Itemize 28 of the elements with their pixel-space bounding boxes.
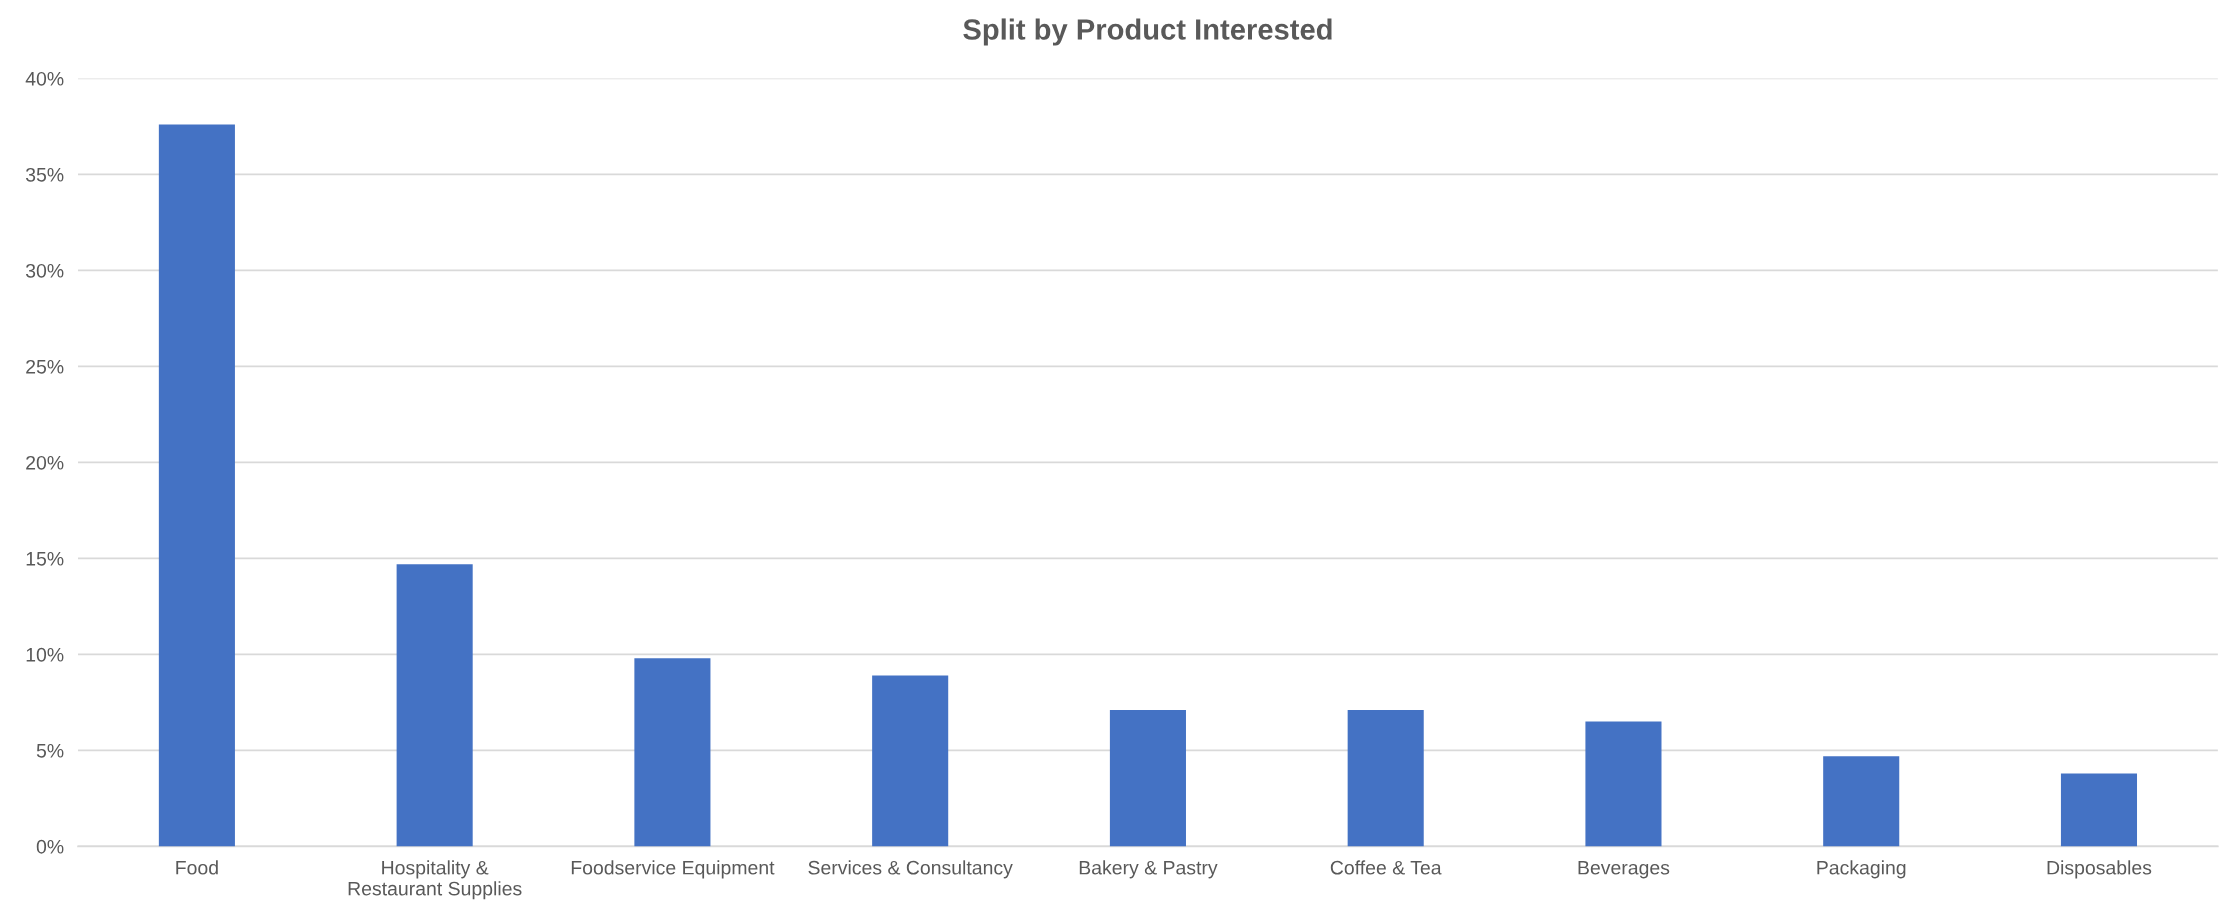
y-tick-label: 20% [26,455,64,470]
bar [1347,710,1424,847]
y-tick-label: 35% [25,167,64,182]
x-tick-label: Services & Consultancy [808,860,1013,879]
bar [2060,773,2138,847]
x-tick-label: Hospitality & Restaurant Supplies [348,860,522,900]
bar [872,675,949,847]
y-tick-label: 5% [36,743,64,758]
x-tick-label: Beverages [1578,860,1670,879]
y-tick-label: 10% [26,647,64,662]
y-tick-label: 40% [25,71,64,86]
x-tick-label: Packaging [1817,860,1906,879]
bar [634,658,711,847]
bar [396,564,473,847]
bar [1823,756,1900,847]
x-tick-label: Disposables [2047,860,2152,879]
y-tick-label: 0% [36,839,64,854]
x-tick-label: Coffee & Tea [1330,860,1442,875]
x-tick-label: Bakery & Pastry [1079,860,1218,879]
chart-title: Split by Product Interested [963,18,1332,46]
bar [158,124,235,847]
y-tick-label: 30% [25,263,64,278]
x-tick-label: Food [176,860,218,875]
bar [1109,710,1186,847]
y-tick-label: 15% [26,551,64,566]
bar [1585,721,1662,847]
y-tick-label: 25% [26,359,64,374]
x-tick-label: Foodservice Equipment [571,860,775,879]
